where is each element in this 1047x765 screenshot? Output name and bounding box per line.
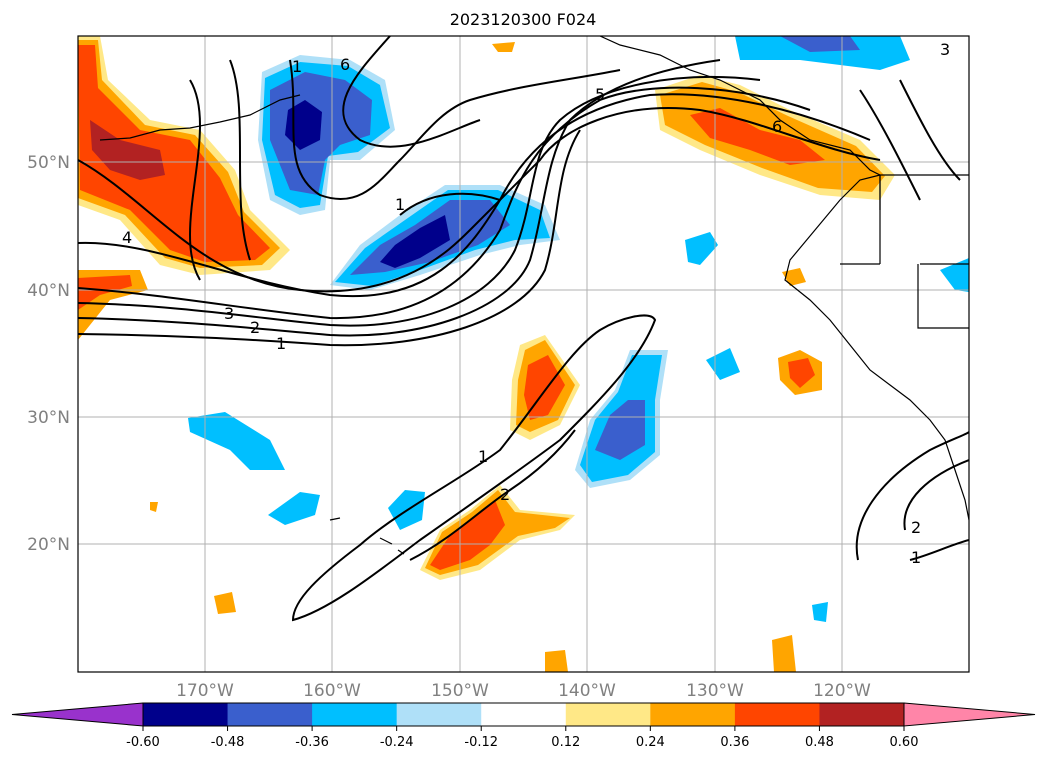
colorbar-tick-label: 0.12: [551, 735, 580, 750]
map-frame: [77, 35, 970, 673]
lon-label: 170°W: [176, 681, 234, 701]
colorbar-swatch: [227, 703, 313, 726]
negative-anomaly-aleutian-strong: [270, 72, 372, 195]
negative-anomaly-small-2: [940, 258, 969, 292]
contour-label: 5: [595, 85, 605, 104]
colorbar-tick-label: 0.48: [805, 735, 834, 750]
contour-lines: [78, 36, 969, 622]
contour-label: 1: [292, 57, 302, 76]
colorbar-tick-label: -0.48: [211, 735, 245, 750]
negative-anomaly-ne: [735, 36, 910, 70]
positive-anomaly-small-1: [782, 268, 806, 286]
contour-label: 6: [340, 55, 350, 74]
negative-anomaly-small-1: [685, 232, 718, 265]
map-panel: 1 6 5 6 1 4 3 2 1 1 2 3 2 1: [77, 35, 970, 673]
colorbar-swatch: [312, 703, 398, 726]
negative-anomaly-w-small-1: [188, 412, 285, 470]
positive-anomaly-nw-max: [90, 120, 165, 180]
contour-label: 2: [250, 318, 260, 337]
colorbar-tick-label: -0.60: [126, 735, 160, 750]
positive-anomaly-bottom-2: [545, 650, 568, 672]
colorbar-swatch: [396, 703, 482, 726]
contour-label: 4: [122, 228, 132, 247]
contour-labels: 1 6 5 6 1 4 3 2 1 1 2 3 2 1: [122, 40, 950, 567]
negative-anomaly-se-strong: [595, 400, 645, 460]
positive-anomaly-tiny: [150, 502, 158, 512]
positive-anomaly-w-core: [78, 275, 132, 310]
negative-anomaly-w-small-2: [268, 492, 320, 525]
colorbar-tick-label: 0.60: [890, 735, 919, 750]
lon-label: 130°W: [686, 681, 744, 701]
contour-label: 6: [772, 117, 782, 136]
lat-label: 40°N: [27, 281, 70, 301]
contour-label: 3: [224, 304, 234, 323]
colorbar-extend-high: [903, 702, 1036, 727]
lon-label: 150°W: [431, 681, 489, 701]
colorbar-extend-low: [11, 702, 144, 727]
colorbar-swatch: [650, 703, 736, 726]
positive-anomaly-e-small-core: [788, 358, 815, 388]
colorbar-tick-label: -0.12: [464, 735, 498, 750]
latitude-labels: 50°N 40°N 30°N 20°N: [27, 153, 70, 555]
contour-label: 2: [500, 485, 510, 504]
contour-label: 3: [940, 40, 950, 59]
contour-label: 1: [276, 334, 286, 353]
lon-label: 140°W: [558, 681, 616, 701]
positive-anomaly-bottom-1: [214, 592, 236, 614]
lon-label: 120°W: [813, 681, 871, 701]
colorbar-tick-label: -0.36: [295, 735, 329, 750]
colorbar-swatch: [734, 703, 820, 726]
colorbar-tick-label: 0.36: [720, 735, 749, 750]
contour-label: 2: [911, 518, 921, 537]
figure-title: 2023120300 F024: [450, 10, 597, 29]
positive-anomaly-hawaii-strong: [430, 500, 505, 570]
contour-label: 1: [478, 447, 488, 466]
colorbar: -0.60 -0.48 -0.36 -0.24 -0.12 0.12 0.24 0.36 0.4…: [11, 702, 1036, 750]
colorbar-swatch: [143, 703, 229, 726]
negative-anomaly-ne-core: [780, 36, 860, 52]
colorbar-swatch: [565, 703, 651, 726]
contour-label: 1: [395, 195, 405, 214]
lat-label: 50°N: [27, 153, 70, 173]
colorbar-tick-label: 0.24: [636, 735, 665, 750]
longitude-labels: 170°W 160°W 150°W 140°W 130°W 120°W: [176, 681, 871, 701]
colorbar-swatch: [481, 703, 567, 726]
lat-label: 30°N: [27, 408, 70, 428]
contour-label: 1: [911, 548, 921, 567]
positive-anomaly-small-2: [492, 42, 515, 52]
colorbar-tick-label: -0.24: [380, 735, 414, 750]
positive-anomaly-nw-strong: [78, 45, 270, 262]
lon-label: 160°W: [303, 681, 361, 701]
lat-label: 20°N: [27, 535, 70, 555]
colorbar-frame: [142, 702, 905, 727]
colorbar-swatch: [819, 703, 905, 726]
negative-anomaly-bottom: [812, 602, 828, 622]
negative-anomaly-central-max: [380, 215, 450, 268]
coastlines: [99, 36, 969, 555]
positive-anomaly-bottom-3: [772, 635, 796, 672]
positive-anomaly-pnw-strong: [690, 108, 825, 165]
